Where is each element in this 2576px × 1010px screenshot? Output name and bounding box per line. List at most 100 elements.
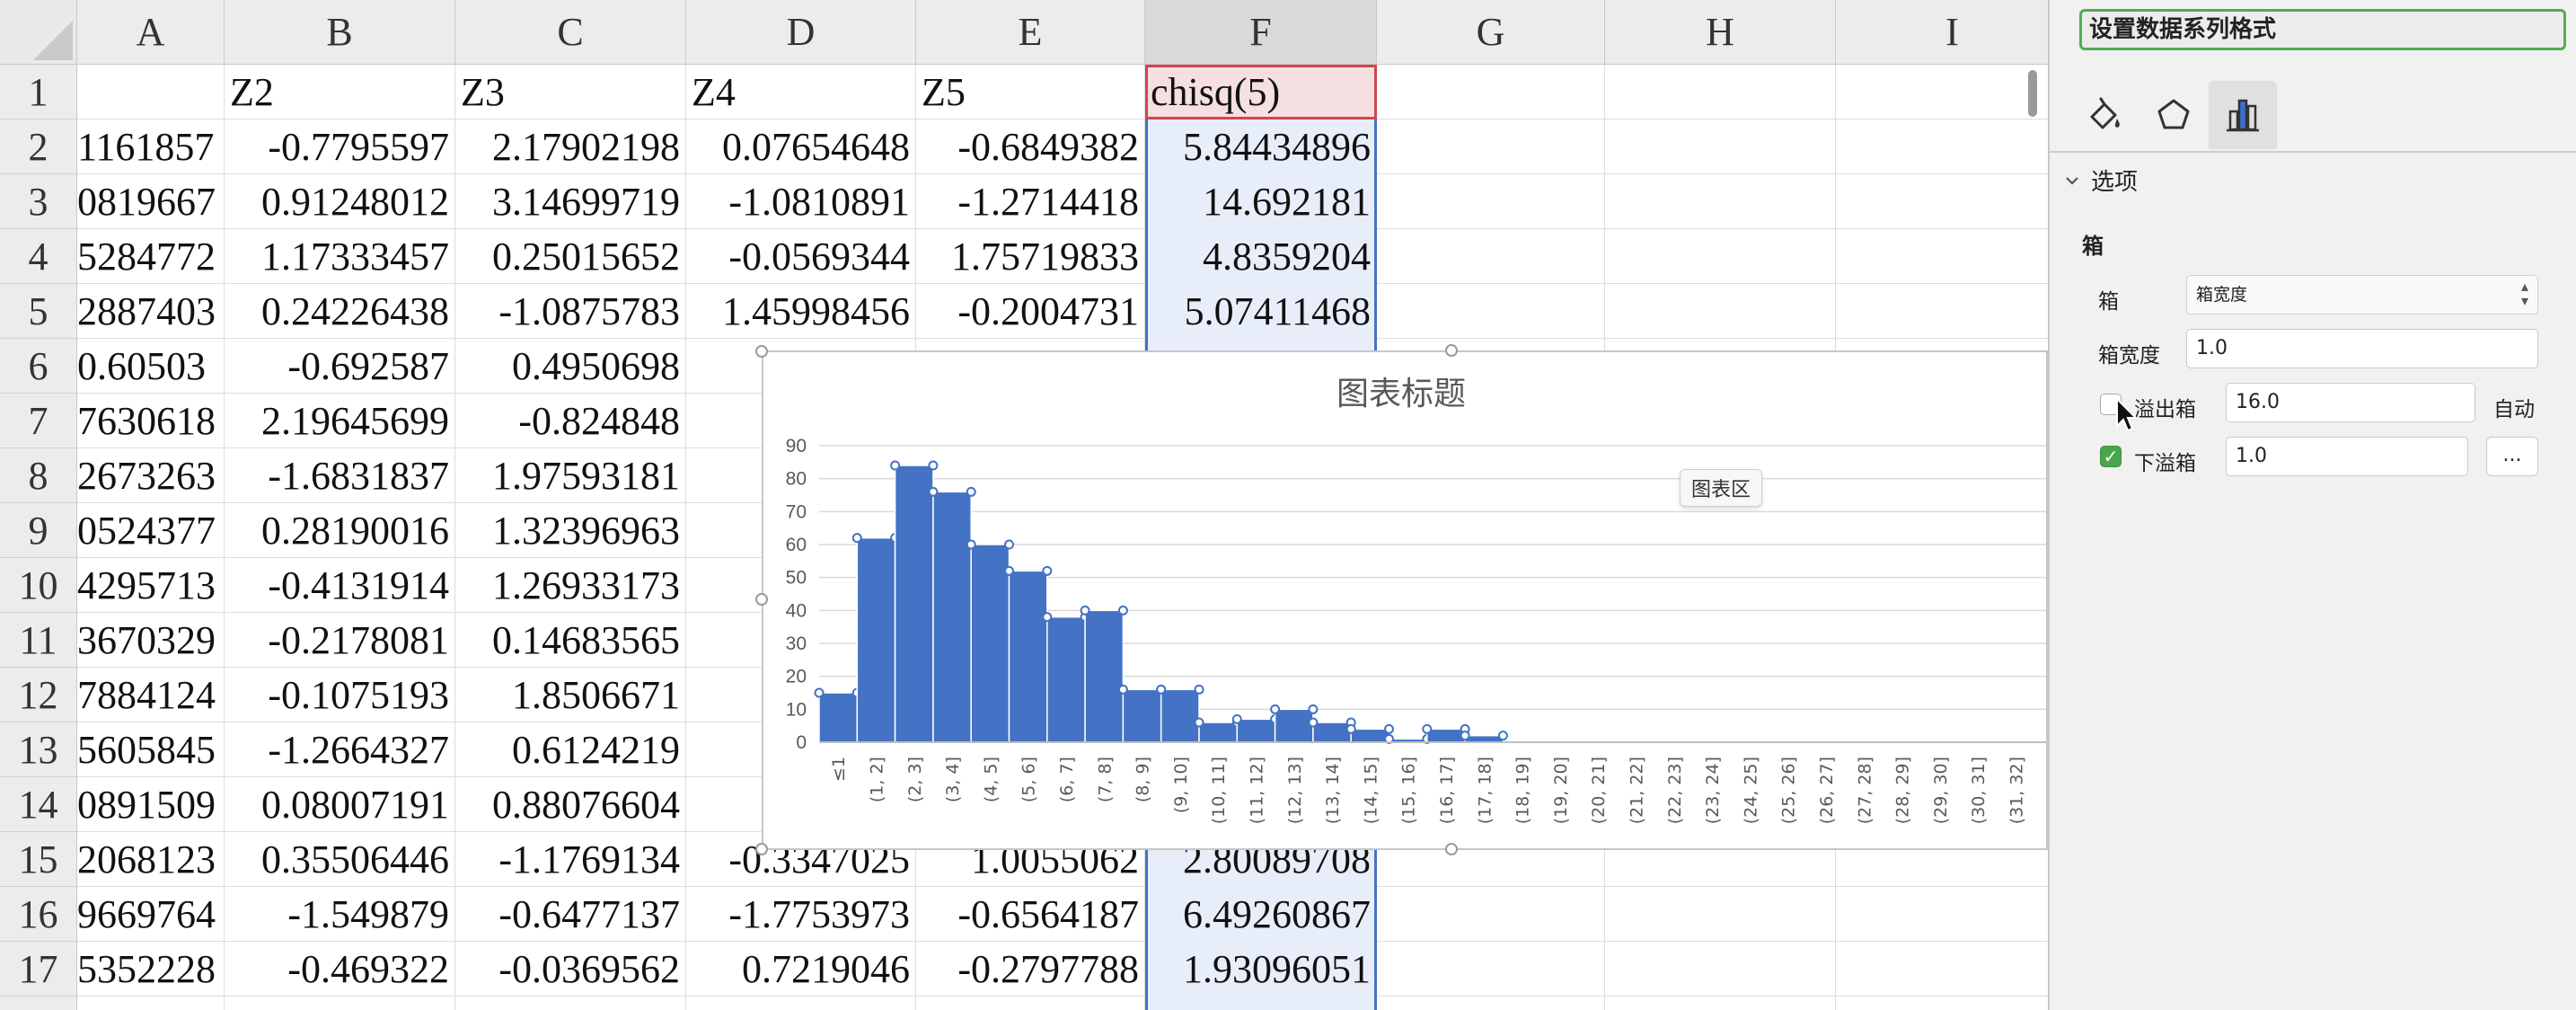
- cell-d17[interactable]: 0.7219046: [686, 942, 916, 997]
- cell-h17[interactable]: [1605, 942, 1836, 997]
- chart-resize-handle-bottom[interactable]: [1445, 843, 1458, 855]
- row-header[interactable]: 12: [0, 668, 77, 722]
- cell-b8[interactable]: -1.6831837: [225, 448, 455, 503]
- cell-a18[interactable]: 3596993: [77, 997, 225, 1010]
- cell-g18[interactable]: [1377, 997, 1605, 1010]
- chart-resize-handle-bl[interactable]: [755, 843, 768, 855]
- cell-b9[interactable]: 0.28190016: [225, 503, 455, 558]
- cell-d4[interactable]: -0.0569344: [686, 229, 916, 284]
- row-header[interactable]: 6: [0, 339, 77, 394]
- cell-a9[interactable]: 0524377: [77, 503, 225, 558]
- cell-a16[interactable]: 9669764: [77, 887, 225, 942]
- cell-f3[interactable]: 14.692181: [1145, 174, 1377, 229]
- column-header-b[interactable]: B: [225, 0, 455, 65]
- tab-series-options[interactable]: [2209, 81, 2277, 149]
- column-header-e[interactable]: E: [916, 0, 1145, 65]
- cell-c5[interactable]: -1.0875783: [455, 284, 686, 339]
- row-header[interactable]: 18: [0, 997, 77, 1010]
- cell-c13[interactable]: 0.6124219: [455, 722, 686, 777]
- cell-e5[interactable]: -0.2004731: [916, 284, 1145, 339]
- column-header-g[interactable]: G: [1377, 0, 1605, 65]
- cell-i18[interactable]: [1836, 997, 2048, 1010]
- underflow-more-button[interactable]: ...: [2486, 437, 2538, 476]
- section-options-header[interactable]: 选项: [2064, 164, 2138, 197]
- cell-f5[interactable]: 5.07411468: [1145, 284, 1377, 339]
- row-header[interactable]: 11: [0, 613, 77, 668]
- cell-b16[interactable]: -1.549879: [225, 887, 455, 942]
- cell-c9[interactable]: 1.32396963: [455, 503, 686, 558]
- cell-b5[interactable]: 0.24226438: [225, 284, 455, 339]
- cell-e17[interactable]: -0.2797788: [916, 942, 1145, 997]
- cell-h16[interactable]: [1605, 887, 1836, 942]
- row-header[interactable]: 14: [0, 777, 77, 832]
- cell-e1[interactable]: Z5: [916, 65, 1145, 120]
- column-header-a[interactable]: A: [77, 0, 225, 65]
- cell-h1[interactable]: [1605, 65, 1836, 120]
- cell-f1[interactable]: chisq(5): [1145, 65, 1377, 120]
- cell-f18[interactable]: 7.59089143: [1145, 997, 1377, 1010]
- cell-c4[interactable]: 0.25015652: [455, 229, 686, 284]
- cell-b6[interactable]: -0.692587: [225, 339, 455, 394]
- cell-b1[interactable]: Z2: [225, 65, 455, 120]
- cell-a1[interactable]: [77, 65, 225, 120]
- cell-b18[interactable]: 0.49750156: [225, 997, 455, 1010]
- cell-b13[interactable]: -1.2664327: [225, 722, 455, 777]
- cell-g4[interactable]: [1377, 229, 1605, 284]
- row-header[interactable]: 7: [0, 394, 77, 448]
- cell-a13[interactable]: 5605845: [77, 722, 225, 777]
- cell-b4[interactable]: 1.17333457: [225, 229, 455, 284]
- cell-e3[interactable]: -1.2714418: [916, 174, 1145, 229]
- row-header[interactable]: 8: [0, 448, 77, 503]
- cell-e16[interactable]: -0.6564187: [916, 887, 1145, 942]
- cell-f4[interactable]: 4.8359204: [1145, 229, 1377, 284]
- cell-g17[interactable]: [1377, 942, 1605, 997]
- cell-g5[interactable]: [1377, 284, 1605, 339]
- row-header[interactable]: 2: [0, 120, 77, 174]
- cell-d18[interactable]: 1.65203346: [686, 997, 916, 1010]
- column-header-c[interactable]: C: [455, 0, 686, 65]
- cell-a15[interactable]: 2068123: [77, 832, 225, 887]
- bin-width-input[interactable]: 1.0: [2186, 329, 2538, 368]
- cell-a10[interactable]: 4295713: [77, 558, 225, 613]
- cell-g2[interactable]: [1377, 120, 1605, 174]
- cell-c12[interactable]: 1.8506671: [455, 668, 686, 722]
- cell-c1[interactable]: Z3: [455, 65, 686, 120]
- chart-resize-handle-tl[interactable]: [755, 345, 768, 358]
- row-header[interactable]: 17: [0, 942, 77, 997]
- cell-i3[interactable]: [1836, 174, 2048, 229]
- cell-b14[interactable]: 0.08007191: [225, 777, 455, 832]
- row-header[interactable]: 3: [0, 174, 77, 229]
- column-header-f[interactable]: F: [1145, 0, 1377, 65]
- cell-c11[interactable]: 0.14683565: [455, 613, 686, 668]
- cell-i16[interactable]: [1836, 887, 2048, 942]
- cell-a2[interactable]: 1161857: [77, 120, 225, 174]
- cell-a6[interactable]: 0.60503: [77, 339, 225, 394]
- cell-a12[interactable]: 7884124: [77, 668, 225, 722]
- bin-type-select[interactable]: 箱宽度 ▴ ▾: [2186, 275, 2538, 315]
- cell-i5[interactable]: [1836, 284, 2048, 339]
- cell-h15[interactable]: [1605, 832, 1836, 887]
- tab-fill-line[interactable]: [2070, 81, 2139, 149]
- row-header[interactable]: 5: [0, 284, 77, 339]
- chart-resize-handle-left[interactable]: [755, 593, 768, 606]
- cell-b10[interactable]: -0.4131914: [225, 558, 455, 613]
- cell-d5[interactable]: 1.45998456: [686, 284, 916, 339]
- cell-b11[interactable]: -0.2178081: [225, 613, 455, 668]
- vertical-scrollbar[interactable]: [2028, 70, 2037, 117]
- cell-c2[interactable]: 2.17902198: [455, 120, 686, 174]
- cell-i1[interactable]: [1836, 65, 2048, 120]
- cell-i4[interactable]: [1836, 229, 2048, 284]
- cell-d16[interactable]: -1.7753973: [686, 887, 916, 942]
- row-header[interactable]: 9: [0, 503, 77, 558]
- cell-f17[interactable]: 1.93096051: [1145, 942, 1377, 997]
- cell-i17[interactable]: [1836, 942, 2048, 997]
- cell-a14[interactable]: 0891509: [77, 777, 225, 832]
- cell-a8[interactable]: 2673263: [77, 448, 225, 503]
- cell-a7[interactable]: 7630618: [77, 394, 225, 448]
- cell-e2[interactable]: -0.6849382: [916, 120, 1145, 174]
- cell-i2[interactable]: [1836, 120, 2048, 174]
- cell-c17[interactable]: -0.0369562: [455, 942, 686, 997]
- cell-e18[interactable]: -1.9966956: [916, 997, 1145, 1010]
- cell-a11[interactable]: 3670329: [77, 613, 225, 668]
